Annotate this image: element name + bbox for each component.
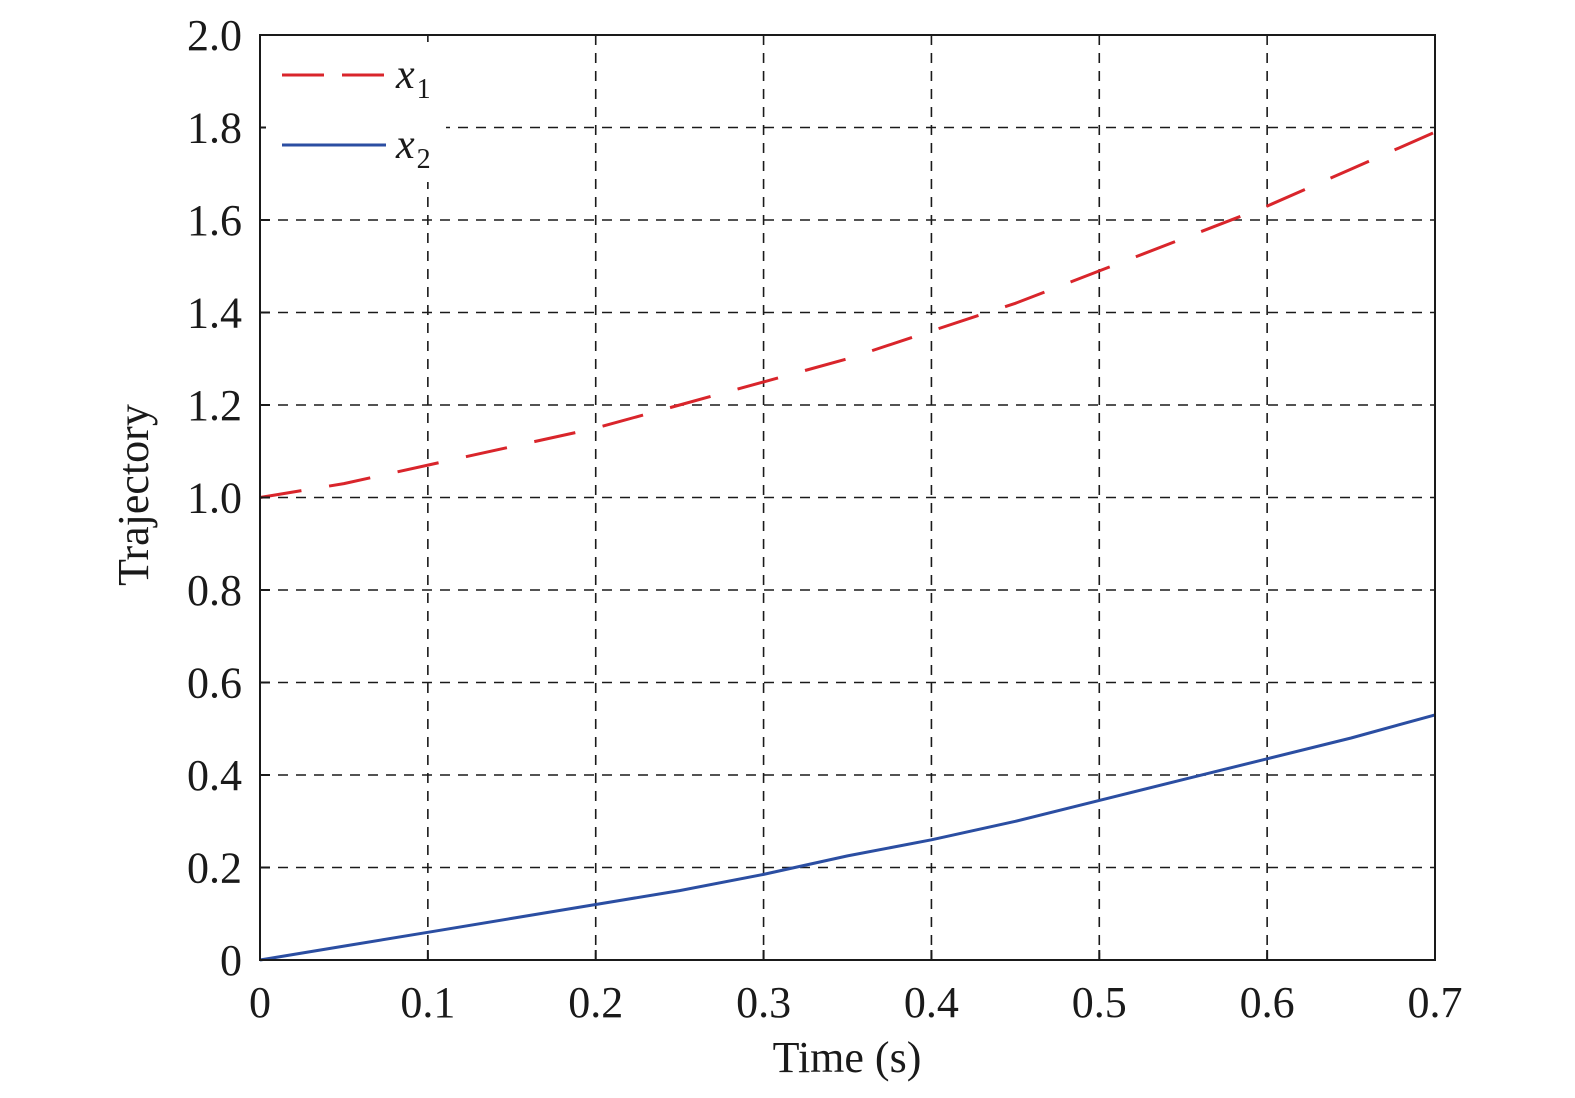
y-axis-title: Trajectory bbox=[109, 404, 158, 586]
x-tick-label: 0 bbox=[249, 978, 271, 1027]
x-tick-label: 0.4 bbox=[904, 978, 959, 1027]
legend-label-subscript: 1 bbox=[417, 74, 431, 105]
x-tick-label: 0.6 bbox=[1240, 978, 1295, 1027]
y-tick-label: 0.6 bbox=[187, 659, 242, 708]
legend-label-base: x bbox=[395, 52, 415, 98]
y-tick-label: 0.2 bbox=[187, 844, 242, 893]
legend-label-x2: x2 bbox=[395, 122, 431, 175]
legend-background bbox=[266, 42, 446, 182]
x-tick-label: 0.7 bbox=[1408, 978, 1463, 1027]
y-tick-label: 0.4 bbox=[187, 751, 242, 800]
grid-lines bbox=[260, 35, 1435, 960]
y-tick-label: 2.0 bbox=[187, 11, 242, 60]
x-tick-label: 0.1 bbox=[400, 978, 455, 1027]
x-tick-label: 0.5 bbox=[1072, 978, 1127, 1027]
y-tick-label: 1.4 bbox=[187, 289, 242, 338]
legend-label-x1: x1 bbox=[395, 52, 431, 105]
series-layer bbox=[259, 130, 1436, 962]
series-line-x2 bbox=[259, 713, 1436, 962]
legend-label-base: x bbox=[395, 122, 415, 168]
x-tick-label: 0.3 bbox=[736, 978, 791, 1027]
y-tick-label: 1.8 bbox=[187, 104, 242, 153]
y-tick-label: 0 bbox=[220, 936, 242, 985]
series-line-x1 bbox=[259, 130, 1436, 499]
legend-label-subscript: 2 bbox=[417, 144, 431, 175]
y-tick-label: 1.0 bbox=[187, 474, 242, 523]
x-axis-ticks: 0 0.1 0.2 0.3 0.4 0.5 0.6 0.7 bbox=[249, 950, 1463, 1027]
y-axis-ticks: 0 0.2 0.4 0.6 0.8 1.0 1.2 1.4 1.6 1.8 2.0 bbox=[187, 11, 270, 985]
y-tick-label: 1.2 bbox=[187, 381, 242, 430]
x-axis-title: Time (s) bbox=[773, 1033, 922, 1082]
x-tick-label: 0.2 bbox=[568, 978, 623, 1027]
y-tick-label: 1.6 bbox=[187, 196, 242, 245]
y-tick-label: 0.8 bbox=[187, 566, 242, 615]
